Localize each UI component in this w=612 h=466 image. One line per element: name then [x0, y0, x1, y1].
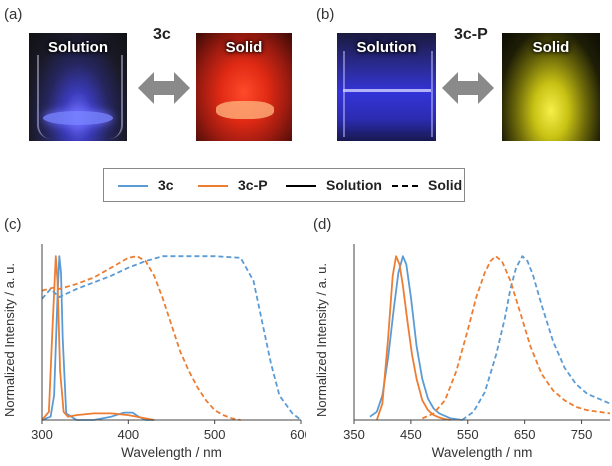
legend-label-solid: Solid	[428, 177, 463, 193]
series-3c-P-solution	[375, 255, 451, 421]
series-3c-solid	[461, 255, 611, 421]
series-3c-P-solid	[41, 255, 241, 421]
legend: 3c 3c-P Solution Solid	[103, 168, 465, 202]
photo-3cp-solution: Solution	[337, 33, 436, 141]
series-3c-P-solid	[421, 255, 611, 420]
photo-3c-solution: Solution	[29, 33, 127, 141]
x-tick-label: 750	[571, 427, 593, 442]
series-3c-P-solution	[41, 255, 155, 421]
series-3c-solid	[41, 255, 302, 421]
legend-label-3c: 3c	[158, 177, 174, 193]
x-axis-label: Wavelength / nm	[432, 445, 533, 460]
legend-label-solution: Solution	[326, 177, 382, 193]
x-tick-label: 550	[457, 427, 479, 442]
y-axis-label: Normalized Intensity / a. u.	[2, 263, 17, 417]
x-tick-label: 300	[31, 427, 53, 442]
panel-c-letter: (c)	[4, 216, 22, 233]
legend-label-3c-p: 3c-P	[238, 177, 268, 193]
compound-label-3c: 3c	[153, 26, 171, 43]
solution-meniscus	[343, 89, 431, 92]
legend-swatch-solution	[286, 185, 316, 187]
vial-glass	[343, 51, 433, 137]
panel-b-letter: (b)	[316, 6, 335, 23]
x-tick-label: 500	[204, 427, 226, 442]
x-tick-label: 400	[117, 427, 139, 442]
x-axis-label: Wavelength / nm	[121, 445, 222, 460]
x-tick-label: 650	[514, 427, 536, 442]
legend-swatch-solid	[392, 185, 418, 187]
photo-label-solution: Solution	[48, 39, 108, 56]
double-arrow-icon	[138, 72, 190, 104]
y-axis-label: Normalized Intensity / a. u.	[314, 263, 329, 417]
photo-label-solution: Solution	[356, 39, 417, 56]
x-tick-label: 600	[290, 427, 306, 442]
photo-label-solid: Solid	[532, 39, 570, 56]
panel-d-letter: (d)	[313, 216, 332, 233]
chart-c: 300 400 500 600 Wavelength / nm Normalized In…	[2, 244, 306, 460]
chart-d: 350 450 550 650 750 Wavelength / nm Normalized…	[314, 244, 611, 460]
vial-glass	[37, 55, 123, 139]
photo-3cp-solid: Solid	[502, 33, 600, 141]
solid-crystals	[216, 101, 274, 119]
legend-swatch-3c	[118, 185, 148, 187]
x-tick-label: 450	[400, 427, 422, 442]
x-tick-label: 350	[343, 427, 365, 442]
double-arrow-icon	[442, 72, 494, 104]
photo-3c-solid: Solid	[196, 33, 292, 141]
panel-a-letter: (a)	[4, 6, 23, 23]
photo-label-solid: Solid	[225, 39, 263, 56]
compound-label-3c-p: 3c-P	[454, 26, 488, 43]
legend-swatch-3c-p	[198, 185, 228, 187]
solution-glow	[43, 111, 113, 125]
